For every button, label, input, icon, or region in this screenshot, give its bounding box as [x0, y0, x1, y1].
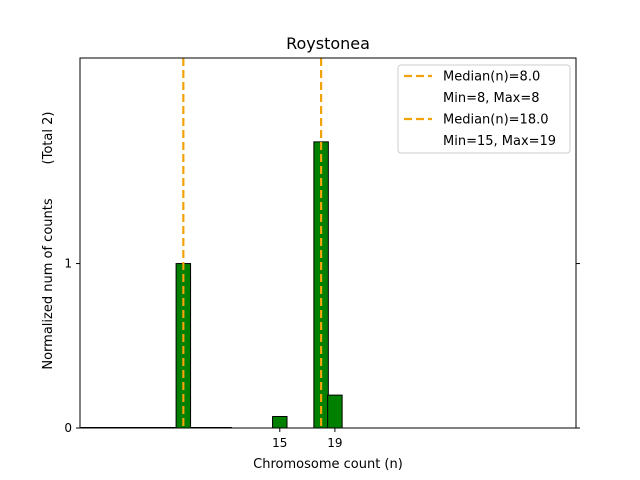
bar	[272, 415, 288, 429]
legend-label: Median(n)=8.0	[443, 70, 540, 85]
y-axis-total-note: (Total 2)	[41, 112, 56, 165]
y-axis-label: Normalized num of counts	[41, 198, 56, 369]
legend-label: Median(n)=18.0	[443, 113, 549, 128]
legend-sub-label: Min=15, Max=19	[443, 134, 556, 149]
legend-box	[397, 64, 571, 154]
y-tick-label: 0	[64, 421, 72, 435]
plot-frame	[79, 57, 577, 429]
chart-title: Roystonea	[286, 34, 370, 53]
legend-sub-label: Min=8, Max=8	[443, 91, 540, 106]
bar	[327, 394, 343, 429]
x-tick-label: 19	[327, 436, 342, 450]
x-tick-label: 15	[272, 436, 287, 450]
legend: Median(n)=8.0 Min=8, Max=8 Median(n)=18.0 M…	[397, 64, 571, 154]
x-axis-label: Chromosome count (n)	[253, 457, 403, 472]
y-tick-label: 1	[64, 257, 72, 271]
